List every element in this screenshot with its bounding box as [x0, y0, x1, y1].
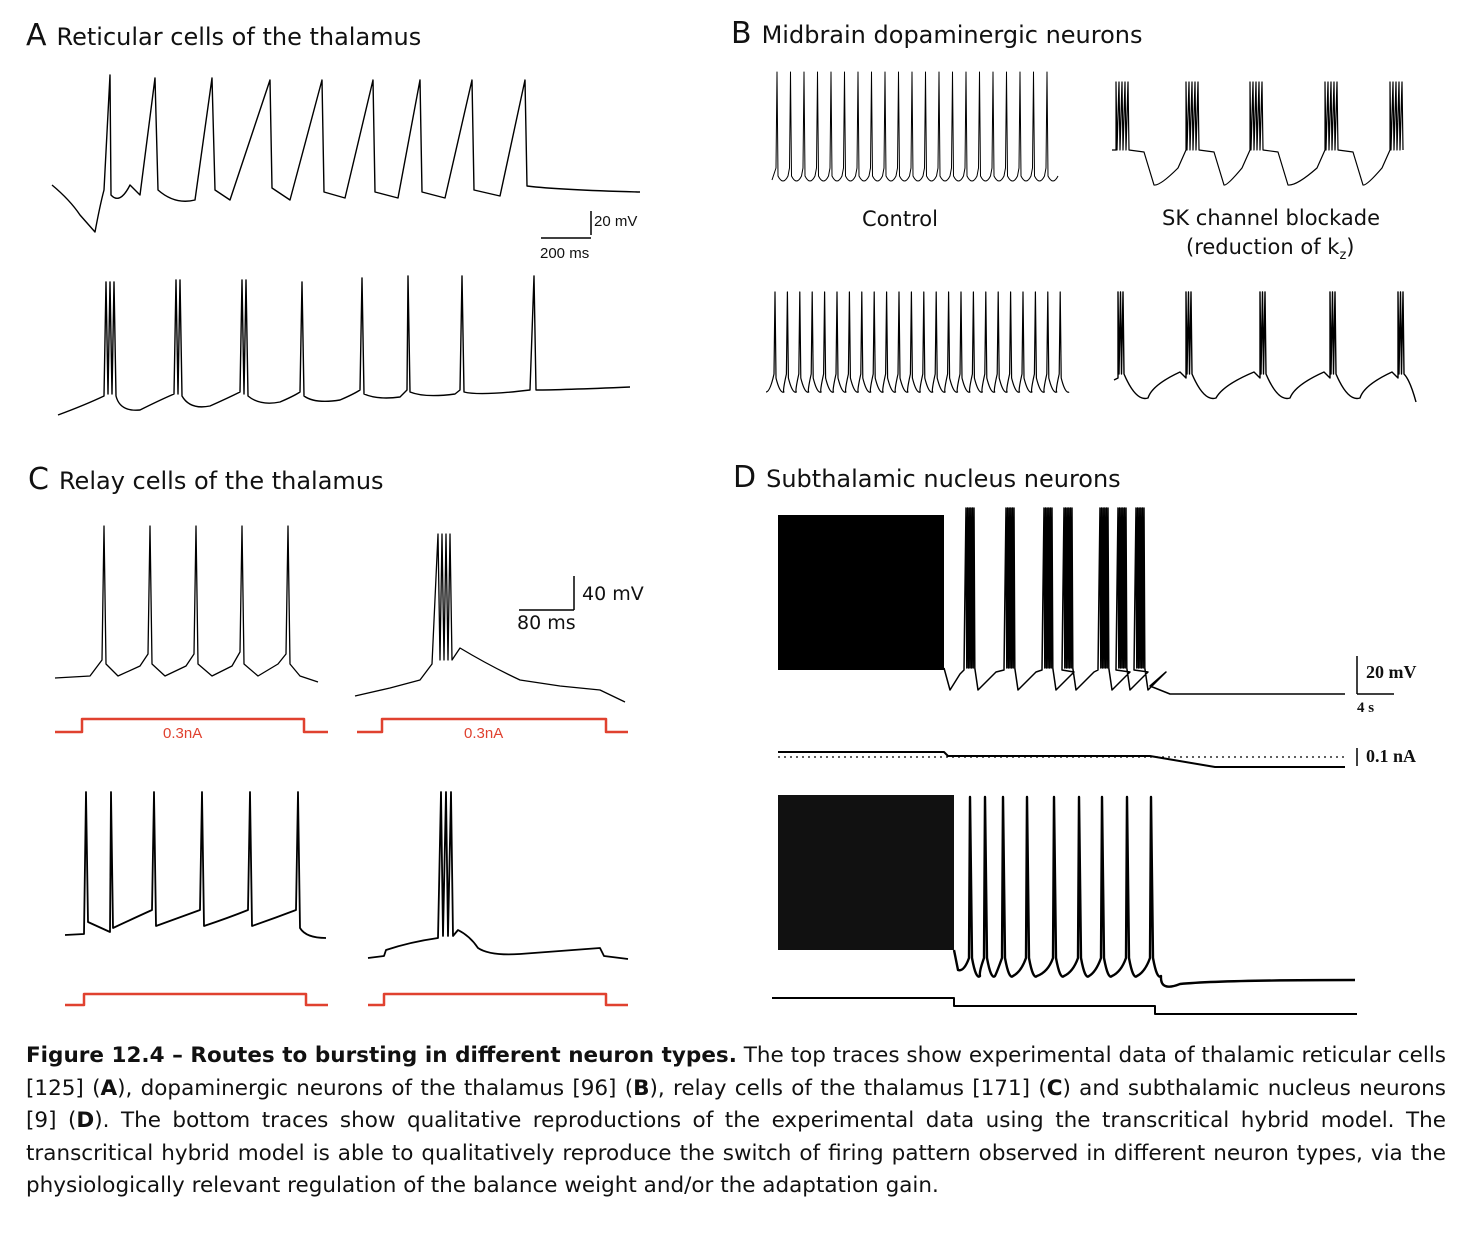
panel-b-sk-label-pre: (reduction of k	[1186, 235, 1340, 259]
panel-a-letter: A	[26, 18, 47, 53]
panel-b-sk-label-sub: z	[1339, 248, 1347, 264]
caption-text-5: ). The bottom traces show qualitative re…	[26, 1108, 1447, 1198]
panel-d-scale-bar	[1356, 656, 1394, 695]
panel-c-scale-time: 80 ms	[517, 612, 576, 634]
panel-a-scale-voltage: 20 mV	[594, 213, 638, 230]
panel-c-title: C Relay cells of the thalamus	[28, 462, 384, 497]
panel-d-tonic-block-experimental	[778, 515, 944, 670]
panel-c-title-text: Relay cells of the thalamus	[58, 467, 384, 495]
caption-ref-d: D	[76, 1108, 95, 1133]
panel-b-sk-label-post: )	[1346, 235, 1355, 259]
trace-group	[51, 71, 1417, 1015]
panel-c-burst-model-trace	[367, 791, 629, 960]
panel-d-letter: D	[733, 460, 757, 495]
panel-d-burst-experimental-trace	[943, 507, 1345, 695]
panel-c-current-step-1	[55, 717, 328, 734]
panel-b-sk-experimental-trace	[1112, 81, 1404, 186]
panel-d-scale-current: 0.1 nA	[1366, 746, 1417, 766]
panel-d-scale-time: 4 s	[1357, 700, 1375, 716]
panel-d-scale-voltage: 20 mV	[1366, 662, 1417, 682]
panel-b-control-model-trace	[765, 291, 1070, 393]
panel-c-tonic-model-trace	[64, 791, 327, 939]
panel-b-title-text: Midbrain dopaminergic neurons	[761, 21, 1143, 49]
panel-c-burst-experimental-trace	[354, 533, 626, 703]
panel-b-title: B Midbrain dopaminergic neurons	[731, 16, 1143, 51]
caption-text-2: ), dopaminergic neurons of the thalamus …	[117, 1075, 634, 1101]
panel-c-scale-voltage: 40 mV	[582, 583, 644, 605]
traces-canvas	[51, 71, 1417, 1015]
panel-b-sk-label-line2: (reduction of kz)	[1186, 235, 1354, 263]
caption-text-4: ) and subthalamic nucleus neurons [9] (	[26, 1075, 1446, 1134]
panel-a-model-trace	[57, 275, 631, 416]
panel-a-title-text: Reticular cells of the thalamus	[56, 23, 422, 51]
panel-c-letter: C	[28, 462, 49, 497]
panel-b-control-experimental-trace	[771, 71, 1059, 182]
panel-d-burst-model-trace	[952, 795, 1356, 988]
panel-d-title: D Subthalamic nucleus neurons	[733, 460, 1121, 495]
panel-a-scale-bar	[541, 211, 592, 239]
caption-text-1: The top traces show experimental data of…	[26, 1043, 1446, 1101]
panel-d-current-trace-experimental	[778, 751, 1345, 768]
caption-ref-c: C	[1046, 1075, 1063, 1101]
panel-c-current-step-3	[65, 992, 328, 1007]
panel-c-current-step-2	[357, 717, 628, 734]
panel-d-tonic-block-model	[778, 795, 954, 950]
panel-c-scale-bar	[519, 576, 575, 611]
panel-c-current-label-2: 0.3nA	[464, 725, 504, 742]
panel-b-letter: B	[731, 16, 752, 51]
figure-caption: Figure 12.4 – Routes to bursting in diff…	[26, 1040, 1446, 1203]
scale-bars	[519, 211, 1394, 766]
panel-a-scale-time: 200 ms	[540, 245, 590, 262]
panel-c-tonic-experimental-trace	[54, 525, 319, 683]
caption-ref-a: A	[100, 1075, 118, 1101]
panel-a-title: A Reticular cells of the thalamus	[26, 18, 421, 53]
panel-d-current-trace-model	[772, 997, 1357, 1015]
panel-a-experimental-trace	[51, 74, 641, 233]
panel-b-sk-model-trace	[1113, 291, 1417, 403]
panel-d-title-text: Subthalamic nucleus neurons	[766, 465, 1121, 493]
caption-ref-b: B	[633, 1075, 650, 1101]
caption-label: Figure 12.4 – Routes to bursting in diff…	[26, 1043, 737, 1068]
panel-b-sk-label-line1: SK channel blockade	[1162, 206, 1381, 230]
panel-c-current-label-1: 0.3nA	[163, 725, 203, 742]
panel-c-current-step-4	[368, 992, 628, 1007]
caption-text-3: ), relay cells of the thalamus [171] (	[649, 1075, 1047, 1101]
panel-b-control-label: Control	[862, 207, 938, 231]
